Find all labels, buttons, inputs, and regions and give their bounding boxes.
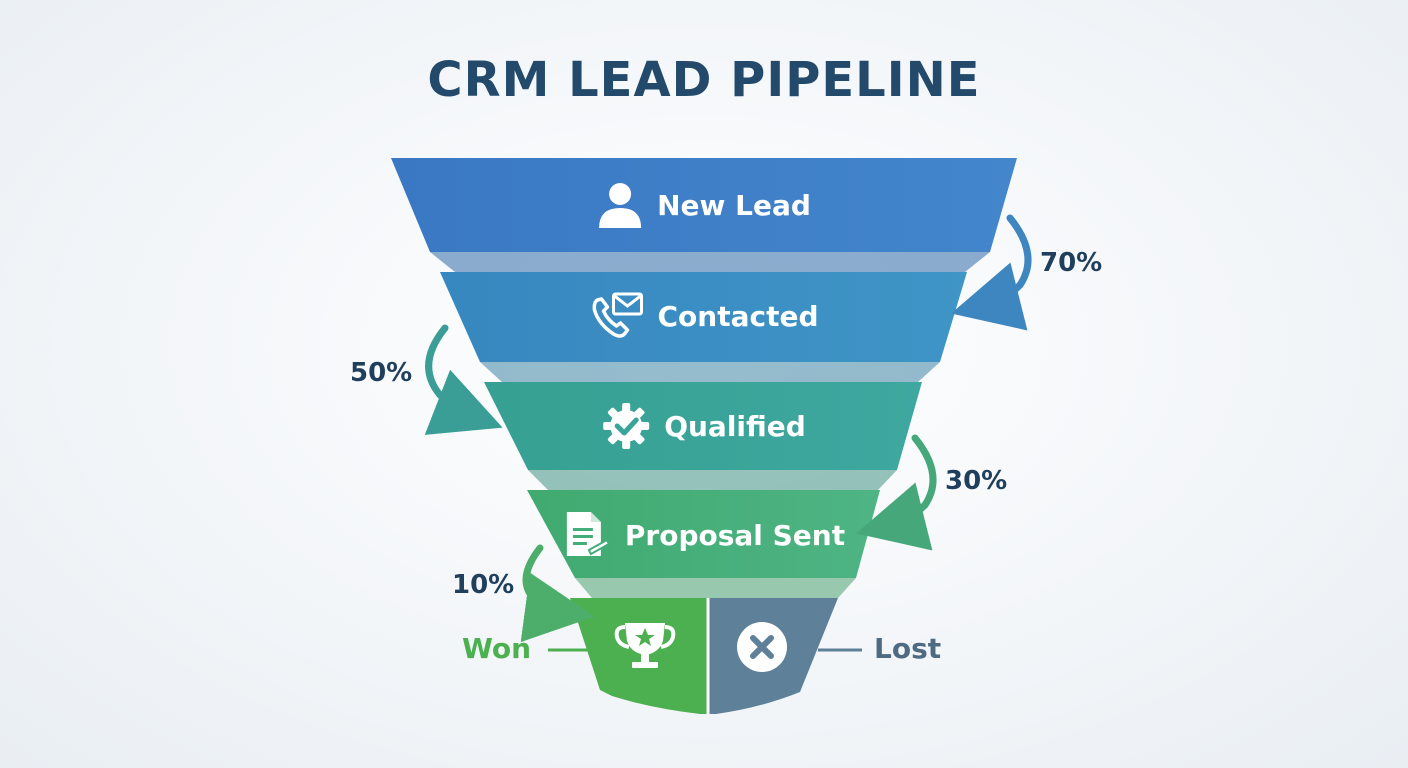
funnel-stage-new-lead[interactable] <box>391 158 1017 252</box>
arrow-30 <box>856 434 937 551</box>
arrow-70 <box>951 214 1032 331</box>
conversion-rate-10: 10% <box>452 570 515 600</box>
fold-strip <box>480 362 940 382</box>
conversion-rate-30: 30% <box>945 466 1008 496</box>
trophy-icon <box>614 623 676 668</box>
stage-label-contacted: Contacted <box>589 292 819 340</box>
funnel-stage-qualified[interactable] <box>484 382 922 470</box>
x-circle-icon <box>737 622 787 672</box>
fold-strip <box>430 252 990 272</box>
outcome-lost-label: Lost <box>874 632 942 665</box>
stage-label-new-lead: New Lead <box>597 180 811 230</box>
fold-strip <box>575 578 856 598</box>
stage-name: Contacted <box>657 299 819 333</box>
fold-strip <box>528 470 897 490</box>
gear-check-icon <box>603 403 650 449</box>
stage-name: Qualified <box>664 409 806 443</box>
conversion-rate-50: 50% <box>350 358 413 388</box>
phone-mail-icon <box>592 292 643 338</box>
conversion-rate-70: 70% <box>1040 248 1103 278</box>
arrow-50 <box>424 324 503 435</box>
document-icon <box>566 512 611 556</box>
arrow-10 <box>520 544 595 643</box>
stage-name: New Lead <box>657 188 811 222</box>
outcome-won-label: Won <box>462 632 532 665</box>
stage-label-proposal-sent: Proposal Sent <box>563 510 845 560</box>
stage-label-qualified: Qualified <box>602 402 806 450</box>
person-icon <box>599 183 642 228</box>
stage-name: Proposal Sent <box>624 518 846 552</box>
outcome-won-segment[interactable] <box>570 598 708 714</box>
page-title: CRM LEAD PIPELINE <box>427 52 981 108</box>
funnel-stage-proposal-sent[interactable] <box>527 490 880 578</box>
funnel-stage-contacted[interactable] <box>440 272 967 362</box>
